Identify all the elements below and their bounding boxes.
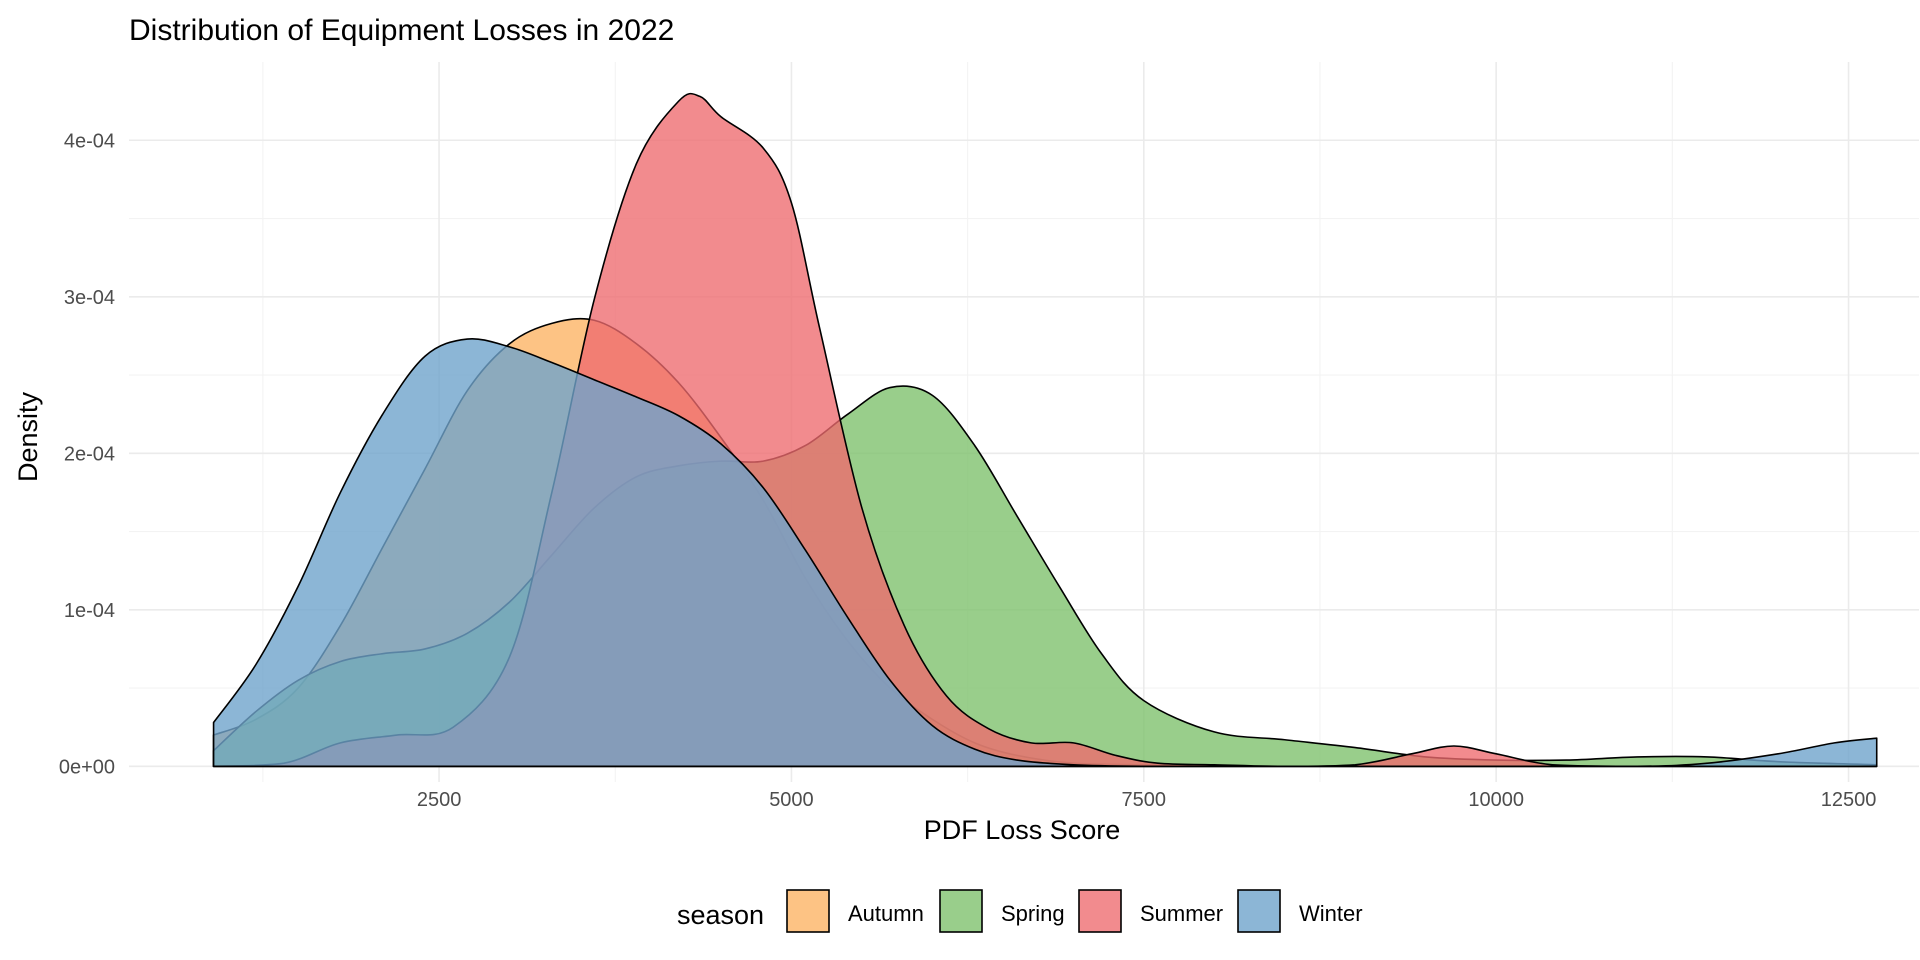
y-tick-label: 0e+00 [59, 756, 115, 778]
chart-title: Distribution of Equipment Losses in 2022 [129, 14, 674, 47]
x-tick-label: 2500 [417, 789, 462, 811]
legend: season Autumn Spring Summer Winter [677, 889, 1363, 933]
y-axis-ticks: 0e+00 1e-04 2e-04 3e-04 4e-04 [59, 130, 115, 778]
legend-item-summer: Summer [1078, 889, 1223, 933]
legend-key-spring [939, 889, 983, 933]
legend-item-winter: Winter [1237, 889, 1363, 933]
y-tick-label: 4e-04 [64, 130, 115, 152]
legend-item-spring: Spring [939, 889, 1065, 933]
legend-label: Summer [1140, 901, 1223, 926]
density-areas [212, 92, 1878, 768]
x-tick-label: 10000 [1468, 789, 1524, 811]
legend-key-summer [1078, 889, 1122, 933]
x-tick-label: 5000 [769, 789, 814, 811]
legend-label: Winter [1299, 901, 1363, 926]
y-axis-title: Density [13, 391, 43, 482]
legend-title: season [677, 900, 764, 930]
x-axis-title: PDF Loss Score [924, 815, 1121, 845]
density-area-winter [212, 337, 1878, 768]
y-tick-label: 2e-04 [64, 443, 115, 465]
legend-label: Spring [1001, 901, 1065, 926]
legend-item-autumn: Autumn [786, 889, 924, 933]
legend-key-autumn [786, 889, 830, 933]
y-tick-label: 3e-04 [64, 287, 115, 309]
x-tick-label: 12500 [1821, 789, 1877, 811]
x-axis-ticks: 2500 5000 7500 10000 12500 [417, 789, 1877, 811]
legend-key-winter [1237, 889, 1281, 933]
y-tick-label: 1e-04 [64, 600, 115, 622]
legend-label: Autumn [848, 901, 924, 926]
x-tick-label: 7500 [1122, 789, 1167, 811]
